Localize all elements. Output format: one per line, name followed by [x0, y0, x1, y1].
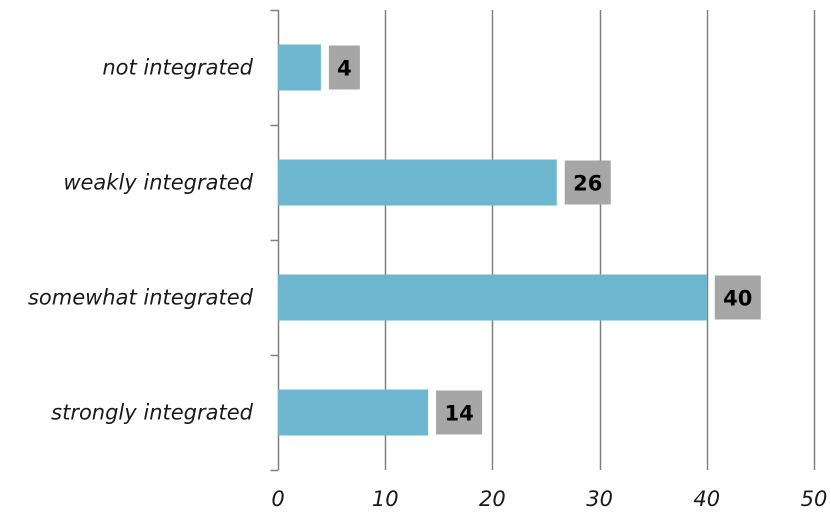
data-label-box [436, 390, 483, 435]
bar-not-integrated [278, 44, 321, 91]
category-labels: not integrated weakly integrated somewhat … [28, 56, 254, 425]
data-label-box [328, 45, 360, 90]
category-label: not integrated [102, 56, 253, 80]
data-label: 4 [337, 57, 352, 81]
bar-weakly-integrated [278, 159, 557, 206]
axes [270, 9, 280, 472]
x-tick-label: 40 [693, 487, 720, 511]
category-label: strongly integrated [51, 401, 254, 425]
bar-strongly-integrated [278, 389, 429, 436]
data-label-box [714, 275, 761, 320]
x-tick-label: 20 [479, 487, 506, 511]
x-tick-label: 0 [271, 487, 284, 511]
data-label: 14 [444, 402, 473, 426]
category-label: somewhat integrated [28, 286, 254, 310]
category-label: weakly integrated [63, 171, 253, 195]
x-tick-label: 50 [801, 487, 828, 511]
x-tick-label: 10 [372, 487, 399, 511]
data-label-box [564, 160, 611, 205]
data-labels: 4 26 40 14 [328, 45, 761, 435]
bars [278, 44, 707, 436]
bar-somewhat-integrated [278, 274, 707, 321]
data-label: 26 [573, 172, 602, 196]
data-label: 40 [723, 287, 752, 311]
x-tick-label: 30 [586, 487, 613, 511]
x-tick-labels: 0 10 20 30 40 50 [271, 487, 827, 511]
